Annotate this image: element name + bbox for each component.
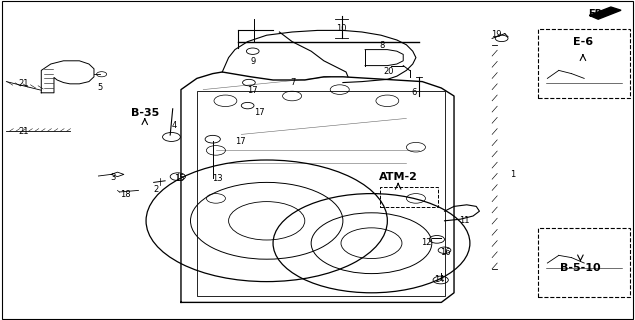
Text: 11: 11 bbox=[460, 216, 470, 225]
Text: 2: 2 bbox=[154, 185, 159, 194]
Bar bbox=[197, 91, 444, 296]
Bar bbox=[538, 228, 630, 297]
Text: FR.: FR. bbox=[588, 9, 606, 20]
Text: 19: 19 bbox=[491, 30, 502, 39]
Text: 16: 16 bbox=[441, 248, 451, 257]
Text: ATM-2: ATM-2 bbox=[378, 172, 418, 182]
Bar bbox=[538, 29, 630, 98]
Text: 6: 6 bbox=[411, 88, 417, 97]
Text: 17: 17 bbox=[254, 108, 264, 117]
Text: 21: 21 bbox=[19, 79, 29, 88]
Text: 13: 13 bbox=[212, 174, 222, 183]
Text: E-6: E-6 bbox=[573, 36, 593, 47]
Text: 12: 12 bbox=[422, 238, 432, 247]
Text: 21: 21 bbox=[19, 127, 29, 136]
Text: B-35: B-35 bbox=[131, 108, 159, 118]
Text: 20: 20 bbox=[384, 67, 394, 76]
Text: 18: 18 bbox=[121, 190, 131, 199]
Text: 1: 1 bbox=[511, 170, 516, 179]
Text: 10: 10 bbox=[337, 24, 347, 33]
Text: 9: 9 bbox=[250, 57, 255, 66]
Text: 17: 17 bbox=[235, 137, 245, 146]
Text: 3: 3 bbox=[110, 173, 116, 182]
Text: 5: 5 bbox=[98, 83, 103, 92]
Text: 14: 14 bbox=[434, 275, 444, 284]
Text: 4: 4 bbox=[171, 121, 177, 130]
Bar bbox=[380, 187, 438, 207]
Text: B-5-10: B-5-10 bbox=[560, 263, 601, 273]
Text: 7: 7 bbox=[291, 78, 296, 87]
Text: 8: 8 bbox=[380, 41, 385, 50]
Text: 17: 17 bbox=[248, 86, 258, 95]
Text: 15: 15 bbox=[174, 174, 184, 183]
Polygon shape bbox=[589, 7, 621, 19]
